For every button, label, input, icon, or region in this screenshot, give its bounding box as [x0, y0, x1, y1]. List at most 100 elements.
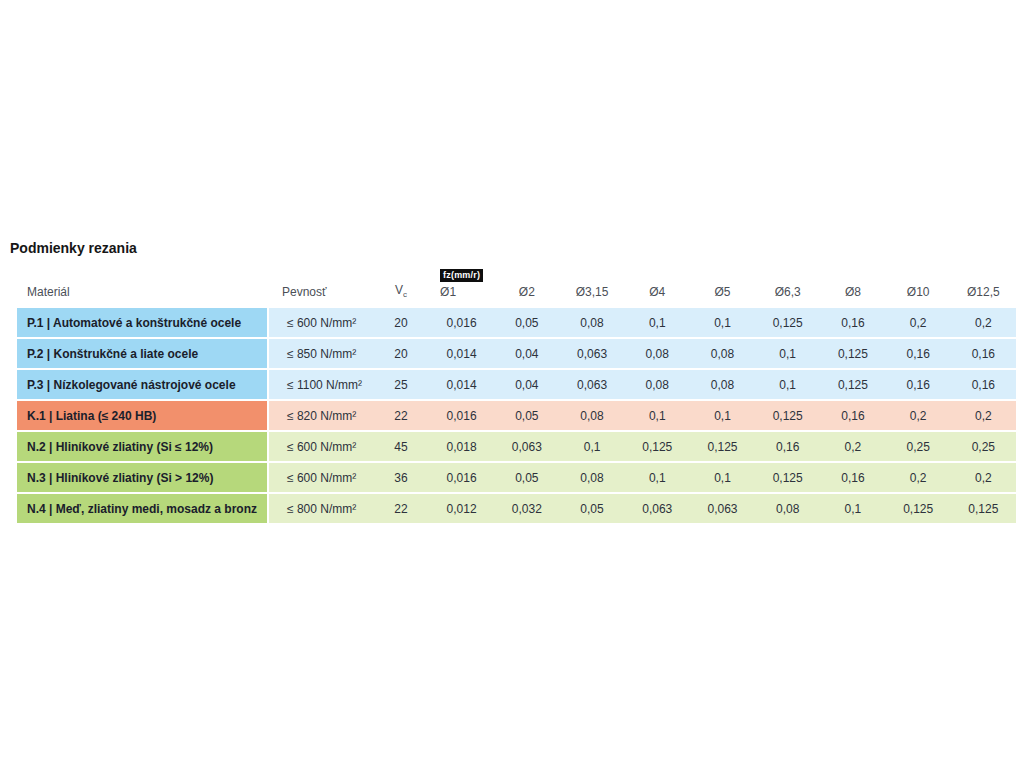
vc-cell: 25 — [373, 378, 429, 392]
vc-cell: 45 — [373, 440, 429, 454]
value-cell: 0,05 — [494, 471, 559, 485]
vc-cell: 20 — [373, 316, 429, 330]
value-cell: 0,1 — [755, 347, 820, 361]
value-cell: 0,012 — [429, 502, 494, 516]
col-header-diameter-7: Ø8 — [820, 285, 885, 299]
value-cell: 0,2 — [886, 471, 951, 485]
row-values: ≤ 850 N/mm² 20 0,014 0,04 0,063 0,08 0,0… — [269, 339, 1016, 368]
strength-cell: ≤ 600 N/mm² — [269, 440, 373, 454]
row-values: ≤ 800 N/mm² 22 0,012 0,032 0,05 0,063 0,… — [269, 494, 1016, 523]
page: Podmienky rezania Materiál Pevnosť Vc fz… — [0, 0, 1024, 768]
value-cell: 0,08 — [690, 347, 755, 361]
fz-unit-badge: fz(mm/r) — [440, 269, 483, 282]
material-cell: P.1 | Automatové a konštrukčné ocele — [17, 308, 267, 337]
value-cell: 0,125 — [886, 502, 951, 516]
col-header-diameter-9: Ø12,5 — [951, 285, 1016, 299]
value-cell: 0,25 — [886, 440, 951, 454]
row-values: ≤ 600 N/mm² 45 0,018 0,063 0,1 0,125 0,1… — [269, 432, 1016, 461]
strength-cell: ≤ 600 N/mm² — [269, 316, 373, 330]
value-cell: 0,16 — [820, 471, 885, 485]
value-cell: 0,1 — [625, 471, 690, 485]
value-cell: 0,08 — [559, 316, 624, 330]
vc-cell: 22 — [373, 409, 429, 423]
value-cell: 0,125 — [755, 409, 820, 423]
value-cell: 0,05 — [559, 502, 624, 516]
value-cell: 0,16 — [820, 316, 885, 330]
value-cell: 0,1 — [820, 502, 885, 516]
row-values: ≤ 820 N/mm² 22 0,016 0,05 0,08 0,1 0,1 0… — [269, 401, 1016, 430]
value-cell: 0,1 — [690, 316, 755, 330]
value-cell: 0,08 — [625, 347, 690, 361]
value-cell: 0,032 — [494, 502, 559, 516]
strength-cell: ≤ 1100 N/mm² — [269, 378, 373, 392]
value-cell: 0,05 — [494, 409, 559, 423]
value-cell: 0,063 — [559, 347, 624, 361]
value-cell: 0,014 — [429, 347, 494, 361]
value-cell: 0,125 — [820, 378, 885, 392]
vc-cell: 36 — [373, 471, 429, 485]
material-cell: N.2 | Hliníkové zliatiny (Si ≤ 12%) — [17, 432, 267, 461]
value-cell: 0,05 — [494, 316, 559, 330]
vc-cell: 20 — [373, 347, 429, 361]
value-cell: 0,16 — [886, 378, 951, 392]
diameter-label: Ø1 — [440, 285, 483, 299]
value-cell: 0,1 — [625, 316, 690, 330]
value-cell: 0,04 — [494, 347, 559, 361]
table-row: P.1 | Automatové a konštrukčné ocele ≤ 6… — [17, 308, 1016, 337]
col-header-diameter-8: Ø10 — [886, 285, 951, 299]
vc-symbol: V — [395, 283, 403, 297]
value-cell: 0,25 — [951, 440, 1016, 454]
value-cell: 0,063 — [559, 378, 624, 392]
value-cell: 0,016 — [429, 471, 494, 485]
material-cell: N.3 | Hliníkové zliatiny (Si > 12%) — [17, 463, 267, 492]
strength-cell: ≤ 600 N/mm² — [269, 471, 373, 485]
value-cell: 0,125 — [755, 471, 820, 485]
value-cell: 0,08 — [690, 378, 755, 392]
value-cell: 0,2 — [886, 316, 951, 330]
row-values: ≤ 1100 N/mm² 25 0,014 0,04 0,063 0,08 0,… — [269, 370, 1016, 399]
table-row: P.3 | Nízkolegované nástrojové ocele ≤ 1… — [17, 370, 1016, 399]
col-header-vc: Vc — [373, 283, 429, 299]
vc-subscript: c — [403, 290, 407, 299]
table-row: N.3 | Hliníkové zliatiny (Si > 12%) ≤ 60… — [17, 463, 1016, 492]
value-cell: 0,2 — [951, 409, 1016, 423]
col-header-diameter-3: Ø3,15 — [559, 285, 624, 299]
row-values: ≤ 600 N/mm² 20 0,016 0,05 0,08 0,1 0,1 0… — [269, 308, 1016, 337]
col-header-diameter-4: Ø4 — [625, 285, 690, 299]
value-cell: 0,16 — [886, 347, 951, 361]
value-cell: 0,16 — [820, 409, 885, 423]
value-cell: 0,125 — [755, 316, 820, 330]
value-cell: 0,125 — [820, 347, 885, 361]
value-cell: 0,014 — [429, 378, 494, 392]
strength-cell: ≤ 800 N/mm² — [269, 502, 373, 516]
material-cell: P.3 | Nízkolegované nástrojové ocele — [17, 370, 267, 399]
value-cell: 0,018 — [429, 440, 494, 454]
table-row: P.2 | Konštrukčné a liate ocele ≤ 850 N/… — [17, 339, 1016, 368]
value-cell: 0,1 — [755, 378, 820, 392]
value-cell: 0,016 — [429, 409, 494, 423]
col-header-diameter-6: Ø6,3 — [755, 285, 820, 299]
value-cell: 0,1 — [690, 471, 755, 485]
value-cell: 0,2 — [820, 440, 885, 454]
row-values: ≤ 600 N/mm² 36 0,016 0,05 0,08 0,1 0,1 0… — [269, 463, 1016, 492]
value-cell: 0,063 — [494, 440, 559, 454]
material-cell: N.4 | Meď, zliatiny medi, mosadz a bronz — [17, 494, 267, 523]
value-cell: 0,1 — [559, 440, 624, 454]
value-cell: 0,04 — [494, 378, 559, 392]
value-cell: 0,2 — [886, 409, 951, 423]
vc-cell: 22 — [373, 502, 429, 516]
fz-header-stack: fz(mm/r) Ø1 — [440, 267, 483, 299]
value-cell: 0,08 — [625, 378, 690, 392]
value-cell: 0,16 — [951, 378, 1016, 392]
col-header-strength: Pevnosť — [269, 285, 373, 299]
col-header-diameter-2: Ø2 — [494, 285, 559, 299]
value-cell: 0,08 — [755, 502, 820, 516]
value-cell: 0,125 — [951, 502, 1016, 516]
cutting-conditions-table: Materiál Pevnosť Vc fz(mm/r) Ø1 Ø2 Ø3,15… — [17, 264, 1016, 525]
value-cell: 0,063 — [690, 502, 755, 516]
value-cell: 0,2 — [951, 471, 1016, 485]
value-cell: 0,063 — [625, 502, 690, 516]
table-header-row: Materiál Pevnosť Vc fz(mm/r) Ø1 Ø2 Ø3,15… — [17, 264, 1016, 306]
strength-cell: ≤ 850 N/mm² — [269, 347, 373, 361]
col-header-diameter-1: fz(mm/r) Ø1 — [429, 267, 494, 299]
